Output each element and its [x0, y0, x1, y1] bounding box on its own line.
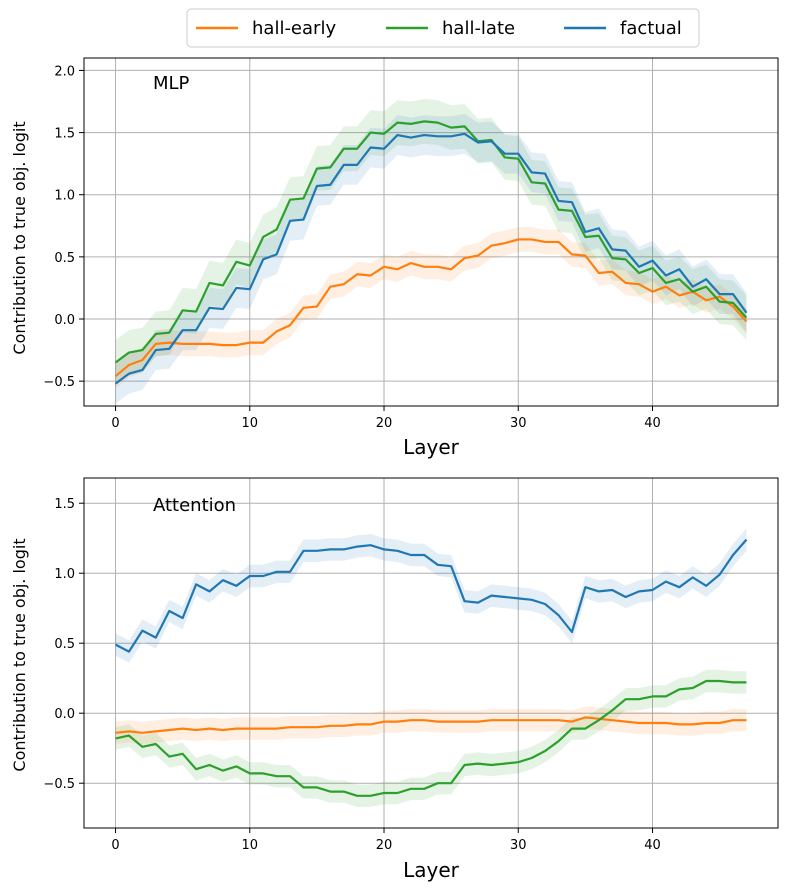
attention-y-tick-label: −0.5 — [43, 777, 75, 792]
legend-frame — [186, 8, 700, 48]
mlp-panel-title: MLP — [153, 73, 190, 94]
attention-x-axis-label: Layer — [403, 858, 460, 882]
mlp-x-axis-label: Layer — [403, 435, 460, 459]
legend: hall-early hall-late factual — [186, 8, 700, 48]
attention-y-tick-label: 0.0 — [54, 707, 75, 722]
mlp-panel: 0 10 20 30 40 −0.5 0.0 0.5 1.0 1.5 2.0 Contributio… — [10, 57, 779, 459]
mlp-x-tick-label: 40 — [644, 416, 661, 431]
mlp-line-factual — [114, 132, 748, 385]
mlp-y-tick-label: −0.5 — [43, 375, 75, 390]
attention-panel: 0 10 20 30 40 −0.5 0.0 0.5 1.0 1.5 Contribution t… — [10, 477, 779, 882]
mlp-plot-area: 0 10 20 30 40 −0.5 0.0 0.5 1.0 1.5 2.0 — [43, 57, 779, 431]
mlp-x-tick-label: 20 — [376, 416, 393, 431]
mlp-x-tick-label: 30 — [510, 416, 527, 431]
attention-x-tick-label: 30 — [510, 838, 527, 853]
mlp-line-hall-early — [114, 238, 748, 378]
mlp-y-tick-label: 2.0 — [54, 64, 75, 79]
mlp-y-axis-label: Contribution to true obj. logit — [10, 121, 29, 354]
mlp-y-tick-label: 1.5 — [54, 127, 75, 142]
attention-x-tick-label: 10 — [242, 838, 259, 853]
attention-x-tick-label: 40 — [644, 838, 661, 853]
attention-axes-frame — [83, 477, 779, 829]
mlp-y-tick-label: 1.0 — [54, 189, 75, 204]
attention-line-hall-late — [115, 679, 747, 797]
mlp-band-hall-late — [115, 99, 747, 385]
legend-label-factual: factual — [620, 18, 682, 39]
mlp-y-tick-label: 0.5 — [54, 251, 75, 266]
mlp-band-hall-early — [115, 227, 747, 389]
attention-panel-title: Attention — [153, 495, 236, 516]
attention-plot-area: 0 10 20 30 40 −0.5 0.0 0.5 1.0 1.5 — [43, 477, 779, 853]
mlp-axes-frame — [83, 57, 779, 407]
legend-label-hall-early: hall-early — [252, 18, 336, 39]
attention-x-tick-label: 20 — [376, 838, 393, 853]
attention-y-tick-label: 1.5 — [54, 497, 75, 512]
attention-line-factual — [115, 538, 748, 653]
attention-band-hall-early — [115, 706, 747, 744]
mlp-x-tick-label: 10 — [242, 416, 259, 431]
mlp-y-tick-label: 0.0 — [54, 313, 75, 328]
attention-y-tick-label: 0.5 — [54, 637, 75, 652]
attention-y-tick-label: 1.0 — [54, 567, 75, 582]
legend-label-hall-late: hall-late — [442, 18, 515, 39]
attention-line-hall-early — [115, 716, 747, 734]
attention-x-tick-label: 0 — [111, 838, 119, 853]
mlp-x-tick-label: 0 — [111, 416, 119, 431]
attention-band-factual — [115, 528, 747, 663]
attention-y-axis-label: Contribution to true obj. logit — [10, 538, 29, 771]
attention-band-hall-late — [115, 669, 747, 807]
mlp-line-hall-late — [114, 120, 748, 364]
